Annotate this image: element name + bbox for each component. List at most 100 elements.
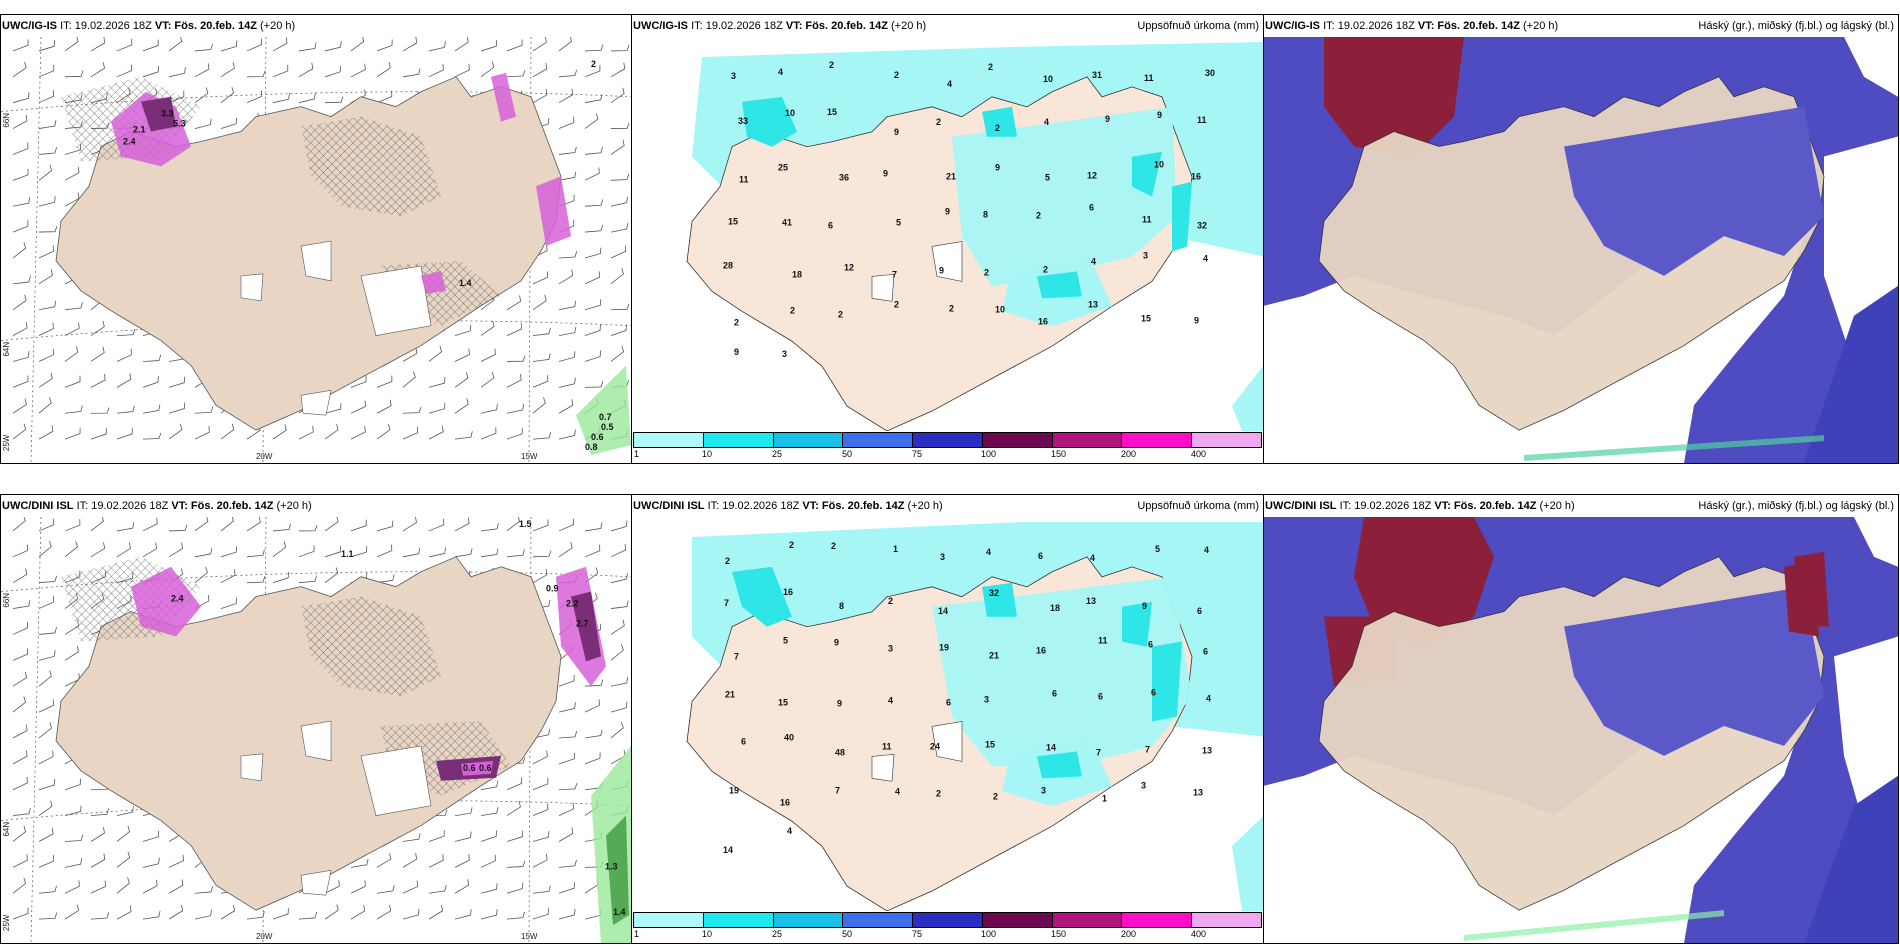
wind-barb: [38, 196, 56, 207]
precip-value: 15: [728, 217, 738, 227]
wind-barb: [298, 911, 318, 920]
wind-barb: [532, 885, 551, 894]
precip-cyan-1: [732, 566, 792, 627]
wind-barb: [558, 752, 575, 765]
wind-barb: [142, 517, 158, 532]
precip-value: 9: [883, 169, 888, 179]
wind-barb: [532, 88, 548, 104]
precip-value: 4: [895, 786, 900, 796]
wind-barb: [454, 63, 470, 78]
wind-barb: [376, 574, 395, 584]
wind-barb: [12, 671, 28, 687]
wind-barb: [324, 41, 342, 52]
precip-value: 9: [945, 207, 950, 217]
wind-barb: [584, 679, 604, 687]
wind-barb: [506, 882, 524, 894]
precip-value: 13: [1193, 787, 1203, 797]
wind-barb: [480, 372, 495, 388]
wind-barb: [90, 912, 110, 920]
wind-barb: [298, 525, 318, 532]
wind-barb: [38, 699, 54, 713]
precip-value: 9: [734, 347, 739, 357]
precip-value: 9: [1142, 601, 1147, 611]
wind-barb: [428, 63, 444, 78]
precip-value: 4: [778, 67, 783, 77]
lake-1: [931, 721, 963, 762]
precip-value: 15: [1141, 313, 1151, 323]
cloud-map-svg: [1264, 517, 1898, 943]
precip-value: 36: [839, 173, 849, 183]
wind-barb: [610, 44, 630, 52]
wind-barb: [402, 426, 419, 440]
precip-value: 5: [1045, 173, 1050, 183]
precip-value: 2: [790, 305, 795, 315]
wind-barb: [376, 544, 393, 558]
wind-barb: [116, 825, 131, 842]
precip-value: 13: [1086, 596, 1096, 606]
precip-value: 14: [938, 606, 948, 616]
wind-barb: [532, 728, 551, 739]
wind-barb: [38, 670, 52, 687]
cloud-clear-1: [1844, 37, 1898, 97]
lon-label-25w: 25W: [2, 434, 11, 451]
wind-barb: [532, 432, 552, 440]
wind-value: 1.4: [613, 907, 626, 917]
precip-value: 7: [734, 652, 739, 662]
precip-value: 10: [785, 108, 795, 118]
precip-value: 4: [1090, 553, 1095, 563]
wind-barb: [532, 375, 549, 388]
wind-barb: [12, 517, 26, 532]
wind-barb: [506, 777, 523, 791]
wind-barb: [506, 355, 526, 362]
precip-value: 6: [1089, 203, 1094, 213]
wind-barb: [584, 544, 601, 558]
wind-barb: [38, 540, 52, 558]
precip-value: 48: [835, 747, 845, 757]
precip-value: 7: [835, 785, 840, 795]
wind-barb: [246, 576, 266, 584]
wind-barb: [480, 61, 495, 78]
wind-barb: [272, 541, 287, 558]
colorbar-cell: [913, 913, 983, 927]
precip-value: 2: [936, 117, 941, 127]
precip-value: 4: [1206, 694, 1211, 704]
wind-barb: [532, 271, 549, 285]
precip-value: 15: [985, 739, 995, 749]
wind-barb: [428, 41, 446, 52]
wind-value: 1.1: [341, 549, 354, 559]
colorbar-labels: 1 10 25 50 75 100 150 200 400: [633, 929, 1262, 941]
precip-value: 9: [894, 127, 899, 137]
colorbar-labels: 1 10 25 50 75 100 150 200 400: [633, 449, 1262, 461]
cloud-map: [1264, 37, 1898, 463]
wind-barb: [428, 345, 443, 362]
wind-barb: [194, 547, 213, 558]
wind-barb: [38, 827, 54, 842]
precip-colorbar: 1 10 25 50 75 100 150 200 400: [633, 432, 1262, 462]
wind-barb: [350, 400, 366, 414]
precip-value: 2: [1036, 211, 1041, 221]
wind-barb: [584, 567, 599, 584]
colorbar-cell: [982, 913, 1053, 927]
precip-magenta-nw: [131, 566, 201, 637]
wind-value: 0.5: [601, 422, 614, 432]
wind-barb: [454, 548, 473, 558]
cloud-map: [1264, 517, 1898, 943]
icecap-4: [300, 869, 332, 896]
wind-barb: [64, 322, 80, 336]
colorbar-label: 50: [842, 449, 853, 459]
precip-value: 6: [741, 736, 746, 746]
wind-barb: [90, 808, 110, 816]
wind-barb: [194, 43, 213, 52]
wind-barb: [38, 40, 55, 52]
wind-barb: [38, 425, 54, 440]
precip-value: 14: [1046, 742, 1056, 752]
wind-barb: [64, 645, 79, 661]
precip-value: 5: [896, 218, 901, 228]
cloud-edge-streak: [1524, 435, 1824, 462]
wind-barb: [64, 904, 79, 920]
lon-label-20w: 20W: [256, 932, 273, 941]
precip-value: 16: [1191, 172, 1201, 182]
wind-value: 5.3: [173, 119, 186, 129]
precip-magenta-c: [461, 760, 493, 776]
wind-barb: [272, 571, 289, 584]
